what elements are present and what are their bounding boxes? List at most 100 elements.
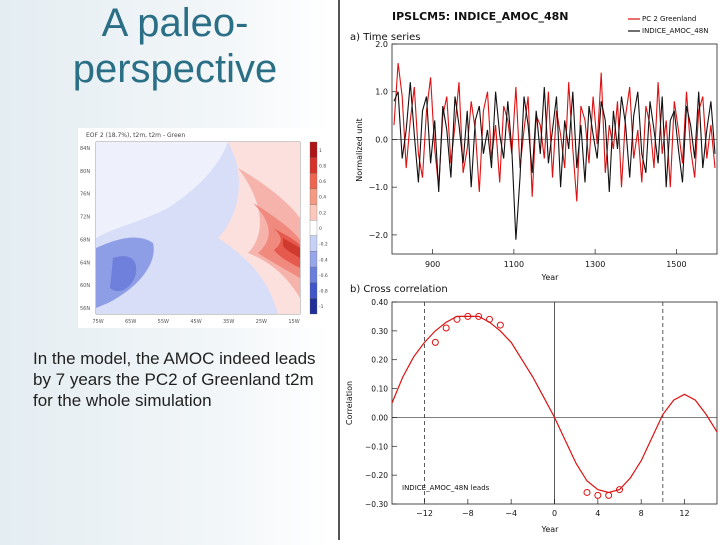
significant-point-marker <box>594 491 602 499</box>
significant-point-marker <box>431 338 439 346</box>
panel-b-ytick-label: 0.00 <box>371 413 388 422</box>
panel-b-xtick-label: 8 <box>639 509 644 518</box>
map-lat-label: 68N <box>80 237 90 243</box>
panel-b-xlabel: Year <box>541 525 560 534</box>
panel-b-ytick-label: 0.10 <box>371 385 388 394</box>
significant-point-marker <box>605 491 613 499</box>
panel-b-ylabel: Correlation <box>345 381 354 425</box>
map-lon-label: 65W <box>125 319 136 325</box>
map-lat-label: 56N <box>80 306 90 312</box>
colorbar-swatch <box>309 235 318 252</box>
panel-a-xtick-label: 1100 <box>504 260 524 269</box>
panel-a-ytick-label: −2.0 <box>369 231 388 240</box>
significant-point-marker <box>496 321 504 329</box>
panel-b-ytick-label: −0.30 <box>365 500 388 509</box>
map-lon-label: 45W <box>190 319 201 325</box>
panel-b-xtick-label: 12 <box>679 509 689 518</box>
map-land-area <box>96 142 228 238</box>
panel-a-xlabel: Year <box>541 273 560 282</box>
panel-a-frame <box>391 43 718 255</box>
panel-b-ytick-label: 0.20 <box>371 356 388 365</box>
map-lat-label: 80N <box>80 169 90 175</box>
colorbar-swatch <box>309 173 318 190</box>
significant-point-marker <box>486 315 493 323</box>
colorbar-label: -0.6 <box>319 273 328 279</box>
colorbar-swatch <box>309 157 318 174</box>
eof-map-figure: EOF 2 (18.7%), t2m, t2m - Green 84N 80N 76… <box>78 128 340 328</box>
panel-b-cross-correlation: 0.40 0.30 0.20 0.10 0.00 −0.10 −0.20 −0.30 −12 −8… <box>365 298 718 518</box>
figure-panel: IPSLCM5: INDICE_AMOC_48N PC 2 Greenland … <box>338 0 720 540</box>
panel-a-ytick-label: 1.0 <box>375 88 388 97</box>
panel-b-xtick-label: 0 <box>552 509 557 518</box>
significant-point-marker <box>475 312 483 320</box>
figure-title: IPSLCM5: INDICE_AMOC_48N <box>392 10 569 23</box>
colorbar-swatch <box>309 141 318 158</box>
significant-point-marker <box>616 486 623 494</box>
slide-title-line-1: A paleo- <box>101 1 249 45</box>
colorbar-label: 1 <box>319 148 322 154</box>
map-lat-label: 72N <box>80 215 90 221</box>
series-line <box>393 82 716 240</box>
panel-b-annotation: INDICE_AMOC_48N leads <box>402 484 490 492</box>
panel-a-ylabel: Normalized unit <box>355 118 364 181</box>
panel-b-xtick-label: −12 <box>416 509 433 518</box>
significant-point-marker <box>442 324 450 332</box>
eof-map-svg: EOF 2 (18.7%), t2m, t2m - Green 84N 80N 76… <box>80 132 328 325</box>
panel-a-label: a) Time series <box>350 32 420 43</box>
colorbar-swatch <box>309 204 318 221</box>
slide-title-line-2: perspective <box>72 47 278 91</box>
colorbar-label: -0.8 <box>319 289 328 295</box>
significant-point-marker <box>453 315 461 323</box>
panel-a-xtick-label: 1300 <box>585 260 605 269</box>
colorbar-label: -0.2 <box>319 242 328 248</box>
cross-correlation-line <box>391 315 718 494</box>
map-lat-labels: 84N 80N 76N 72N 68N 64N 60N 56N <box>80 146 90 312</box>
colorbar-label: 0.4 <box>319 195 326 201</box>
map-lat-label: 84N <box>80 146 90 152</box>
slide-title: A paleo- perspective <box>30 0 320 92</box>
colorbar-swatch <box>309 188 318 205</box>
panel-a-ytick-label: −1.0 <box>369 183 388 192</box>
panel-b-ytick-label: −0.20 <box>365 471 388 480</box>
panel-a-xtick-label: 900 <box>425 260 440 269</box>
colorbar-swatch <box>309 282 318 299</box>
colorbar-label: 0.2 <box>319 210 326 216</box>
panel-b-ytick-label: 0.40 <box>371 298 388 307</box>
map-lon-label: 15W <box>288 319 299 325</box>
legend: PC 2 Greenland INDICE_AMOC_48N <box>628 15 708 35</box>
map-lon-label: 55W <box>158 319 169 325</box>
colorbar-swatch <box>309 266 318 283</box>
map-lon-labels: 75W 65W 55W 45W 35W 25W 15W <box>92 319 299 325</box>
amoc-figure-svg: IPSLCM5: INDICE_AMOC_48N PC 2 Greenland … <box>345 10 718 534</box>
colorbar-swatch <box>309 220 318 236</box>
series-line <box>393 63 716 202</box>
colorbar-label: -0.4 <box>319 257 328 263</box>
panel-b-ytick-label: 0.30 <box>371 327 388 336</box>
colorbar-swatch <box>309 298 318 315</box>
legend-amoc-label: INDICE_AMOC_48N <box>642 27 708 35</box>
panel-a-xtick-label: 1500 <box>666 260 686 269</box>
panel-b-xtick-label: −4 <box>505 509 517 518</box>
slide-body-text: In the model, the AMOC indeed leads by 7… <box>33 349 316 410</box>
legend-pc2-label: PC 2 Greenland <box>642 15 696 23</box>
panel-a-ytick-label: 2.0 <box>375 40 388 49</box>
map-lat-label: 64N <box>80 260 90 266</box>
map-lat-label: 60N <box>80 283 90 289</box>
map-lon-label: 35W <box>223 319 234 325</box>
panel-b-label: b) Cross correlation <box>350 284 448 295</box>
colorbar-label: 0 <box>319 226 322 232</box>
map-title: EOF 2 (18.7%), t2m, t2m - Green <box>86 132 185 139</box>
panel-b-xtick-label: −8 <box>462 509 474 518</box>
panel-a-time-series: 2.0 1.0 0.0 −1.0 −2.0 900 1100 1300 1500 <box>369 40 717 269</box>
colorbar-label: -1 <box>319 304 324 310</box>
map-lon-label: 75W <box>92 319 103 325</box>
colorbar-swatch <box>309 251 318 268</box>
map-lat-label: 76N <box>80 192 90 198</box>
map-colorbar: 1 0.8 0.6 0.4 0.2 0 -0.2 -0.4 -0.6 -0.8 -1 <box>309 141 328 315</box>
panel-b-ytick-label: −0.10 <box>365 442 388 451</box>
map-lon-label: 25W <box>256 319 267 325</box>
panel-b-xtick-label: 4 <box>595 509 600 518</box>
significant-point-marker <box>583 488 591 496</box>
colorbar-label: 0.8 <box>319 163 326 169</box>
colorbar-label: 0.6 <box>319 179 326 185</box>
